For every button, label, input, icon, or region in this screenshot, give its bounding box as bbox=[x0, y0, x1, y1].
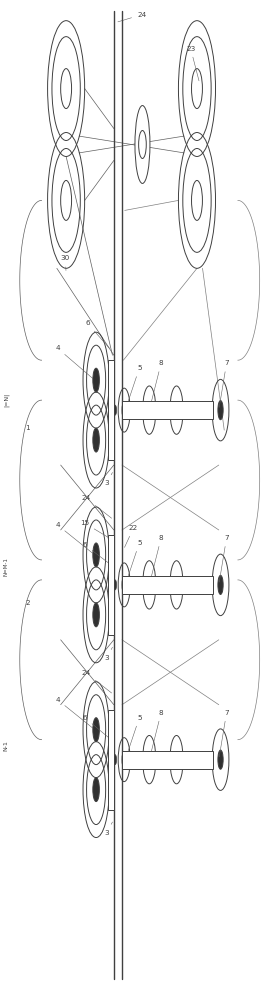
Text: 5: 5 bbox=[126, 715, 142, 757]
Text: 7: 7 bbox=[219, 710, 229, 757]
Text: 4: 4 bbox=[55, 345, 93, 378]
Text: 2: 2 bbox=[25, 600, 30, 606]
Circle shape bbox=[122, 402, 126, 418]
Text: 3: 3 bbox=[104, 472, 112, 486]
Text: 3: 3 bbox=[104, 822, 112, 836]
Text: 7: 7 bbox=[219, 360, 229, 407]
Circle shape bbox=[114, 405, 116, 415]
Text: 24: 24 bbox=[81, 670, 112, 693]
Text: 6: 6 bbox=[85, 320, 109, 348]
Bar bbox=[122, 401, 213, 419]
Text: 30: 30 bbox=[61, 255, 70, 271]
Text: N-1: N-1 bbox=[3, 740, 8, 751]
Circle shape bbox=[174, 577, 179, 593]
Text: N=M-1: N=M-1 bbox=[3, 557, 8, 576]
Bar bbox=[122, 751, 213, 769]
Circle shape bbox=[122, 577, 126, 593]
Circle shape bbox=[218, 401, 223, 420]
Text: 24: 24 bbox=[118, 12, 146, 22]
Circle shape bbox=[174, 402, 179, 418]
Circle shape bbox=[93, 778, 99, 802]
Text: 3: 3 bbox=[104, 647, 112, 661]
Text: 8: 8 bbox=[150, 710, 163, 757]
Text: 8: 8 bbox=[150, 360, 163, 407]
Circle shape bbox=[93, 428, 99, 452]
Text: 25: 25 bbox=[197, 765, 206, 771]
Text: 25: 25 bbox=[197, 590, 206, 596]
Bar bbox=[108, 710, 114, 810]
Circle shape bbox=[93, 368, 99, 392]
Circle shape bbox=[147, 752, 152, 768]
Bar bbox=[108, 360, 114, 460]
Text: 23: 23 bbox=[186, 46, 199, 81]
Circle shape bbox=[114, 580, 116, 590]
Text: 1: 1 bbox=[25, 425, 30, 431]
Text: 8: 8 bbox=[150, 535, 163, 582]
Bar bbox=[122, 576, 213, 594]
Circle shape bbox=[218, 575, 223, 594]
Text: 5: 5 bbox=[126, 540, 142, 582]
Circle shape bbox=[93, 718, 99, 742]
Text: 15: 15 bbox=[80, 520, 110, 539]
Text: 24: 24 bbox=[81, 495, 112, 518]
Text: 4: 4 bbox=[55, 697, 93, 728]
Bar bbox=[108, 535, 114, 635]
Circle shape bbox=[147, 577, 152, 593]
Circle shape bbox=[114, 755, 116, 765]
Text: 6: 6 bbox=[82, 542, 109, 563]
Text: 35: 35 bbox=[197, 415, 206, 421]
Circle shape bbox=[218, 750, 223, 769]
Text: |=N|: |=N| bbox=[3, 392, 9, 407]
Circle shape bbox=[147, 402, 152, 418]
Text: 6: 6 bbox=[82, 715, 109, 738]
Circle shape bbox=[174, 752, 179, 768]
Circle shape bbox=[122, 752, 126, 768]
Text: 4: 4 bbox=[55, 522, 93, 553]
Text: 5: 5 bbox=[126, 365, 142, 407]
Text: 22: 22 bbox=[124, 525, 138, 547]
Text: 7: 7 bbox=[219, 535, 229, 582]
Circle shape bbox=[93, 543, 99, 567]
Ellipse shape bbox=[135, 106, 150, 183]
Circle shape bbox=[93, 603, 99, 627]
